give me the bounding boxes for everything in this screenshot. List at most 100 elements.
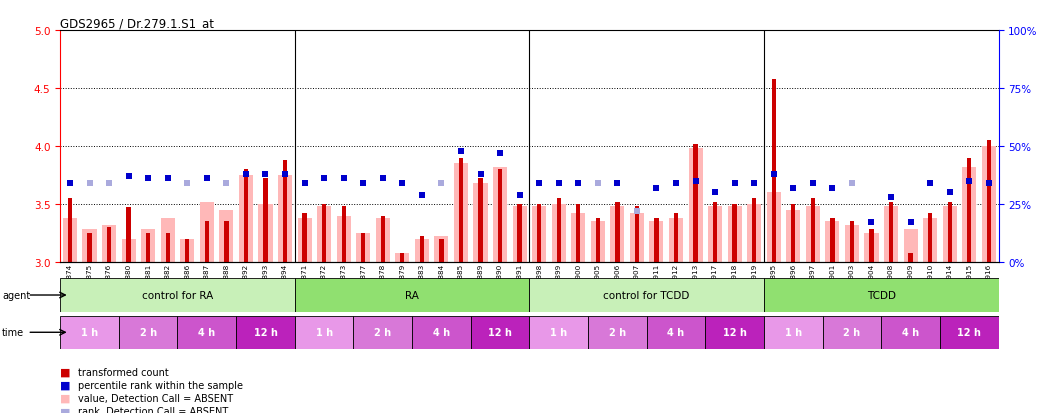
Text: transformed count: transformed count <box>78 367 168 377</box>
Bar <box>948 202 952 262</box>
Bar <box>571 214 585 262</box>
Text: TCDD: TCDD <box>867 290 896 300</box>
Bar <box>591 222 605 262</box>
Text: RA: RA <box>405 290 419 300</box>
Bar <box>239 176 253 262</box>
Bar <box>118 316 177 349</box>
Text: 4 h: 4 h <box>198 328 215 337</box>
Bar <box>943 207 957 262</box>
Bar <box>791 204 795 262</box>
Text: 2 h: 2 h <box>375 328 391 337</box>
Bar <box>767 193 781 262</box>
Text: percentile rank within the sample: percentile rank within the sample <box>78 380 243 390</box>
Bar <box>361 233 365 262</box>
Text: 1 h: 1 h <box>81 328 98 337</box>
Text: 12 h: 12 h <box>957 328 981 337</box>
Bar <box>713 202 717 262</box>
Bar <box>161 218 174 262</box>
Bar <box>850 222 854 262</box>
Bar <box>881 316 940 349</box>
Text: 4 h: 4 h <box>902 328 919 337</box>
Bar <box>532 207 546 262</box>
Bar <box>962 167 977 262</box>
Bar <box>336 216 351 262</box>
Bar <box>353 316 412 349</box>
Text: ■: ■ <box>60 367 71 377</box>
Bar <box>493 167 508 262</box>
Bar <box>939 316 999 349</box>
Bar <box>635 207 639 262</box>
Bar <box>529 316 588 349</box>
Bar <box>107 228 111 262</box>
Text: ■: ■ <box>60 406 71 413</box>
Bar <box>237 316 295 349</box>
Bar <box>459 158 463 262</box>
Bar <box>889 202 893 262</box>
Bar <box>127 208 131 262</box>
Text: control for TCDD: control for TCDD <box>603 290 690 300</box>
Bar <box>264 179 268 262</box>
Bar <box>82 230 97 262</box>
Text: 12 h: 12 h <box>722 328 746 337</box>
Bar <box>204 222 209 262</box>
Bar <box>479 179 483 262</box>
Bar <box>102 225 116 262</box>
Bar <box>830 218 835 262</box>
Bar <box>471 316 529 349</box>
Bar <box>121 239 136 262</box>
Bar <box>928 214 932 262</box>
Text: 2 h: 2 h <box>140 328 157 337</box>
Bar <box>811 199 815 262</box>
Bar <box>771 80 775 262</box>
Bar <box>668 218 683 262</box>
Bar <box>688 149 703 262</box>
Bar <box>434 237 448 262</box>
Bar <box>376 218 390 262</box>
Bar <box>967 158 972 262</box>
Bar <box>654 218 658 262</box>
Bar <box>439 239 443 262</box>
Bar <box>870 230 874 262</box>
Bar <box>576 204 580 262</box>
Bar <box>283 161 288 262</box>
Bar <box>529 279 764 312</box>
Bar <box>705 316 764 349</box>
Text: 4 h: 4 h <box>433 328 449 337</box>
Text: ■: ■ <box>60 380 71 390</box>
Bar <box>551 204 566 262</box>
Bar <box>753 199 757 262</box>
Bar <box>556 199 561 262</box>
Bar <box>845 225 859 262</box>
Bar <box>322 204 326 262</box>
Text: 2 h: 2 h <box>609 328 626 337</box>
Bar <box>87 233 91 262</box>
Bar <box>177 316 236 349</box>
Bar <box>295 316 353 349</box>
Text: 2 h: 2 h <box>844 328 861 337</box>
Bar <box>67 199 72 262</box>
Text: 1 h: 1 h <box>785 328 801 337</box>
Bar <box>903 230 918 262</box>
Bar <box>199 202 214 262</box>
Bar <box>401 253 405 262</box>
Bar <box>298 218 311 262</box>
Text: 1 h: 1 h <box>550 328 567 337</box>
Bar <box>146 233 151 262</box>
Bar <box>381 216 385 262</box>
Bar <box>185 239 189 262</box>
Bar <box>708 207 722 262</box>
Bar <box>610 207 625 262</box>
Bar <box>141 230 156 262</box>
Bar <box>588 316 647 349</box>
Text: 4 h: 4 h <box>667 328 684 337</box>
Bar <box>764 316 822 349</box>
Bar <box>825 222 840 262</box>
Bar <box>473 184 488 262</box>
Bar <box>884 207 898 262</box>
Text: value, Detection Call = ABSENT: value, Detection Call = ABSENT <box>78 393 233 403</box>
Bar <box>412 316 471 349</box>
Text: ■: ■ <box>60 393 71 403</box>
Bar <box>258 204 273 262</box>
Bar <box>786 210 800 262</box>
Text: 12 h: 12 h <box>488 328 512 337</box>
